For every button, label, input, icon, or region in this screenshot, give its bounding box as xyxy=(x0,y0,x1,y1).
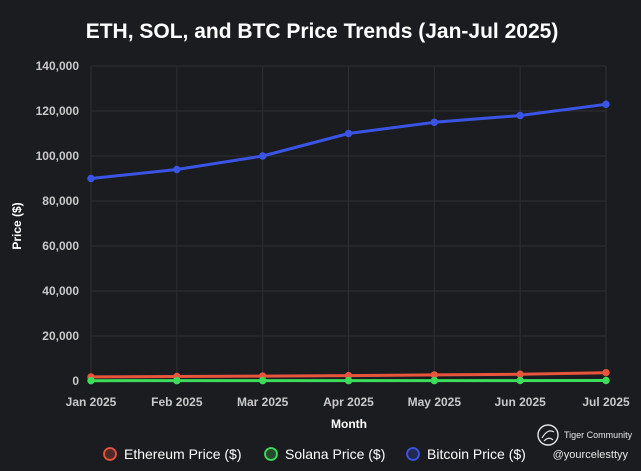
chart-title: ETH, SOL, and BTC Price Trends (Jan-Jul … xyxy=(86,20,559,43)
data-point xyxy=(344,129,353,138)
y-tick-label: 100,000 xyxy=(36,149,80,163)
x-axis-title: Month xyxy=(331,417,367,431)
x-axis: Jan 2025 Feb 2025 Mar 2025 Apr 2025 May 2025… xyxy=(66,395,630,409)
y-tick-label: 80,000 xyxy=(42,194,79,208)
watermark-handle: @yourcelesttyy xyxy=(553,449,629,461)
y-axis: 0 20,000 40,000 60,000 80,000 100,000 120,000 1… xyxy=(36,59,80,388)
tiger-logo-mark xyxy=(541,430,555,442)
data-point xyxy=(344,376,353,385)
x-tick-label: Jan 2025 xyxy=(66,395,117,409)
watermark: Tiger Community @yourcelesttyy xyxy=(537,424,633,461)
x-tick-label: May 2025 xyxy=(408,395,462,409)
series-group xyxy=(87,100,610,385)
legend: Ethereum Price ($) Solana Price ($) Bitcoi… xyxy=(103,446,526,462)
legend-label: Bitcoin Price ($) xyxy=(427,446,526,462)
watermark-brand: Tiger Community xyxy=(564,430,633,440)
grid xyxy=(90,65,607,382)
data-point xyxy=(602,100,610,108)
legend-label: Solana Price ($) xyxy=(285,446,385,462)
data-point xyxy=(258,376,267,385)
legend-item[interactable]: Solana Price ($) xyxy=(264,446,385,462)
legend-item[interactable]: Ethereum Price ($) xyxy=(103,446,241,462)
data-point xyxy=(173,376,181,385)
data-point xyxy=(602,368,610,377)
legend-marker xyxy=(406,447,420,461)
data-point xyxy=(87,174,95,183)
x-tick-label: Jun 2025 xyxy=(494,395,546,409)
y-tick-label: 120,000 xyxy=(36,104,80,118)
tiger-logo-icon xyxy=(537,424,559,446)
y-tick-label: 60,000 xyxy=(42,239,79,253)
legend-marker xyxy=(264,447,278,461)
data-point xyxy=(173,165,181,174)
data-point xyxy=(258,152,267,160)
data-point xyxy=(516,376,524,385)
data-point xyxy=(430,376,439,385)
x-tick-label: Apr 2025 xyxy=(323,395,374,409)
legend-item[interactable]: Bitcoin Price ($) xyxy=(406,446,526,462)
x-tick-label: Jul 2025 xyxy=(582,395,630,409)
legend-marker xyxy=(103,447,117,461)
y-tick-label: 0 xyxy=(72,374,79,388)
legend-label: Ethereum Price ($) xyxy=(124,446,241,462)
y-tick-label: 40,000 xyxy=(42,284,79,298)
x-tick-label: Feb 2025 xyxy=(151,395,203,409)
data-point xyxy=(516,370,524,378)
x-tick-label: Mar 2025 xyxy=(237,395,289,409)
data-point xyxy=(430,118,439,126)
data-point xyxy=(602,376,610,385)
data-point xyxy=(87,376,95,385)
data-point xyxy=(516,111,524,120)
y-tick-label: 20,000 xyxy=(42,329,79,343)
y-axis-title: Price ($) xyxy=(10,202,24,249)
y-tick-label: 140,000 xyxy=(36,59,80,73)
